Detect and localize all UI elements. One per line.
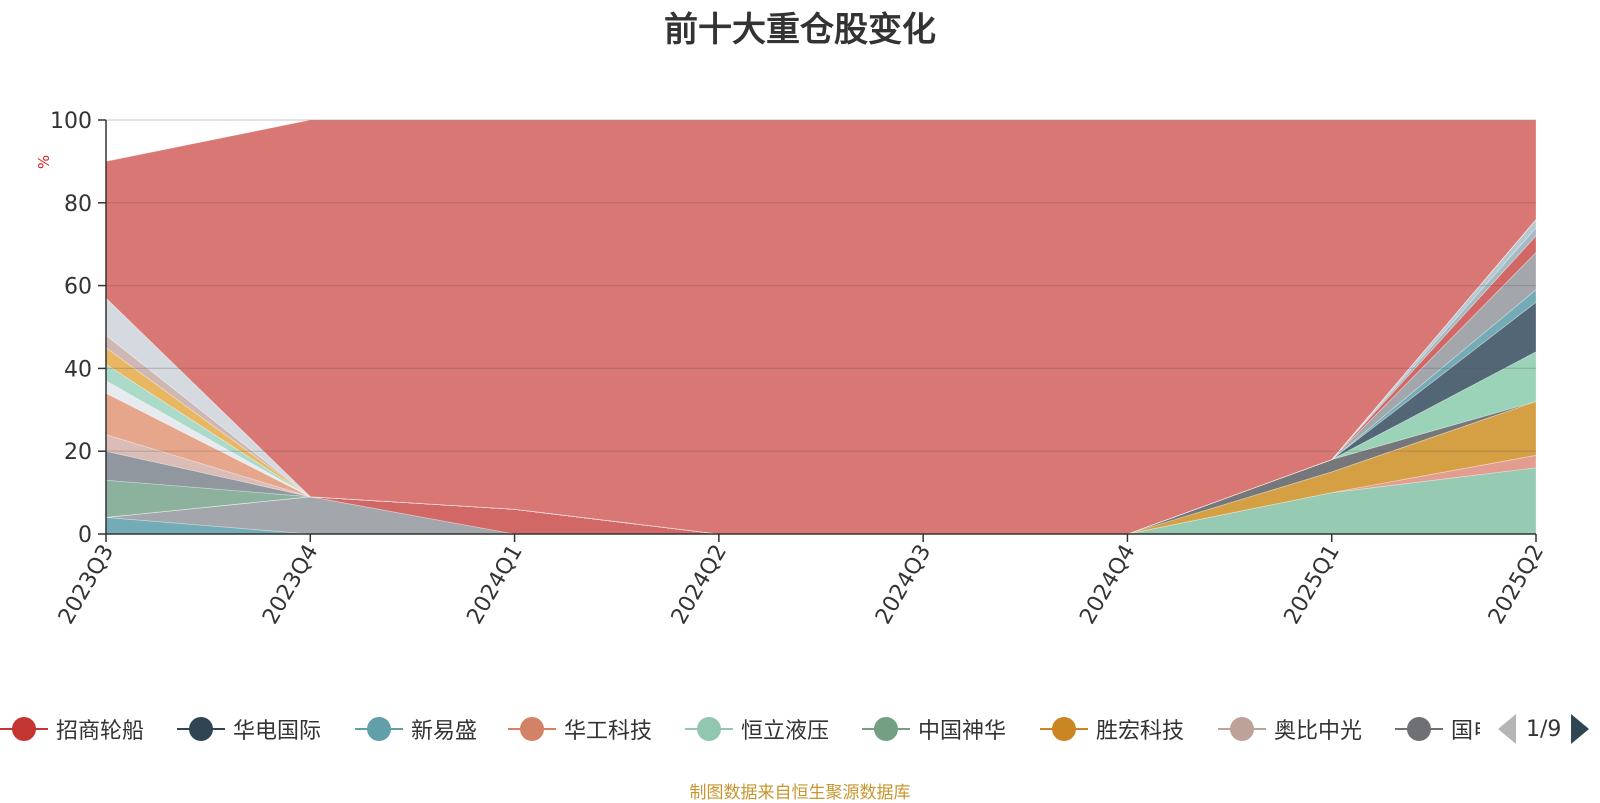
- legend-swatch-dot: [12, 717, 36, 741]
- legend-swatch-icon: [1040, 717, 1088, 741]
- legend-swatch-dot: [1407, 717, 1431, 741]
- y-tick-label: 60: [64, 275, 92, 300]
- stacked-area-chart: 0 20 40 60 80 100% 2023Q3 2023Q4 2024Q1 2024Q2 202…: [35, 109, 1549, 629]
- legend-label: 新易盛: [411, 719, 478, 744]
- x-tick-label: 2023Q3: [54, 541, 119, 629]
- legend-swatch-icon: [1395, 717, 1443, 741]
- legend-swatch-dot: [367, 717, 391, 741]
- data-source-note: 制图数据来自恒生聚源数据库: [689, 783, 911, 803]
- y-axis-unit: %: [35, 155, 53, 169]
- legend-swatch-dot: [1052, 717, 1076, 741]
- legend-swatch-icon: [685, 717, 733, 741]
- legend-label: 奥比中光: [1274, 719, 1363, 744]
- legend-item[interactable]: 国电南瑞: [1395, 711, 1480, 747]
- legend-label: 胜宏科技: [1096, 719, 1185, 744]
- chart-title: 前十大重仓股变化: [664, 10, 936, 50]
- legend-label: 招商轮船: [56, 719, 145, 744]
- y-tick-label: 40: [64, 357, 92, 382]
- legend-swatch-dot: [697, 717, 721, 741]
- legend-label: 华工科技: [564, 719, 653, 744]
- legend-label: 中国神华: [918, 719, 1007, 744]
- x-tick-label: 2023Q4: [258, 541, 323, 629]
- y-tick-label: 80: [64, 192, 92, 217]
- area-series-21: [105, 119, 1537, 535]
- x-tick-label: 2024Q4: [1075, 541, 1140, 629]
- area-series-group: [105, 119, 1537, 535]
- legend-item[interactable]: 华工科技: [508, 711, 652, 747]
- legend-label: 国电南瑞: [1451, 719, 1480, 744]
- x-tick-label: 2024Q1: [462, 541, 527, 629]
- legend-item[interactable]: 新易盛: [355, 711, 477, 747]
- legend-pager: 1/9: [1498, 711, 1590, 747]
- x-tick-label: 2025Q2: [1484, 541, 1549, 629]
- legend-swatch-icon: [355, 717, 403, 741]
- y-tick-label: 20: [64, 440, 92, 465]
- legend: 招商轮船 华电国际 新易盛 华工科技 恒立液压 中国神华 胜宏科技 奥比中光 国电南瑞 1/9: [0, 711, 1600, 761]
- legend-swatch-dot: [1230, 717, 1254, 741]
- x-tick-label: 2024Q2: [667, 541, 732, 629]
- legend-swatch-icon: [862, 717, 910, 741]
- legend-swatch-dot: [874, 717, 898, 741]
- legend-swatch-icon: [0, 717, 48, 741]
- legend-swatch-icon: [508, 717, 556, 741]
- x-tick-label: 2024Q3: [871, 541, 936, 629]
- legend-item[interactable]: 奥比中光: [1218, 711, 1362, 747]
- legend-page-indicator: 1/9: [1526, 716, 1562, 742]
- legend-next-page-icon[interactable]: [1571, 714, 1590, 744]
- legend-item[interactable]: 招商轮船: [0, 711, 144, 747]
- legend-swatch-icon: [177, 717, 225, 741]
- y-tick-label: 100: [50, 109, 92, 134]
- legend-item[interactable]: 胜宏科技: [1040, 711, 1184, 747]
- legend-swatch-dot: [520, 717, 544, 741]
- y-tick-label: 0: [78, 523, 92, 548]
- grid-lines: [106, 119, 1536, 452]
- legend-items: 招商轮船 华电国际 新易盛 华工科技 恒立液压 中国神华 胜宏科技 奥比中光 国电南瑞: [0, 711, 1480, 761]
- legend-item[interactable]: 中国神华: [862, 711, 1006, 747]
- legend-swatch-dot: [189, 717, 213, 741]
- legend-item[interactable]: 恒立液压: [685, 711, 829, 747]
- legend-prev-page-icon[interactable]: [1498, 714, 1516, 744]
- legend-swatch-icon: [1218, 717, 1266, 741]
- legend-label: 华电国际: [233, 719, 322, 744]
- x-tick-label: 2025Q1: [1280, 541, 1345, 629]
- legend-item[interactable]: 华电国际: [177, 711, 321, 747]
- legend-label: 恒立液压: [741, 719, 830, 744]
